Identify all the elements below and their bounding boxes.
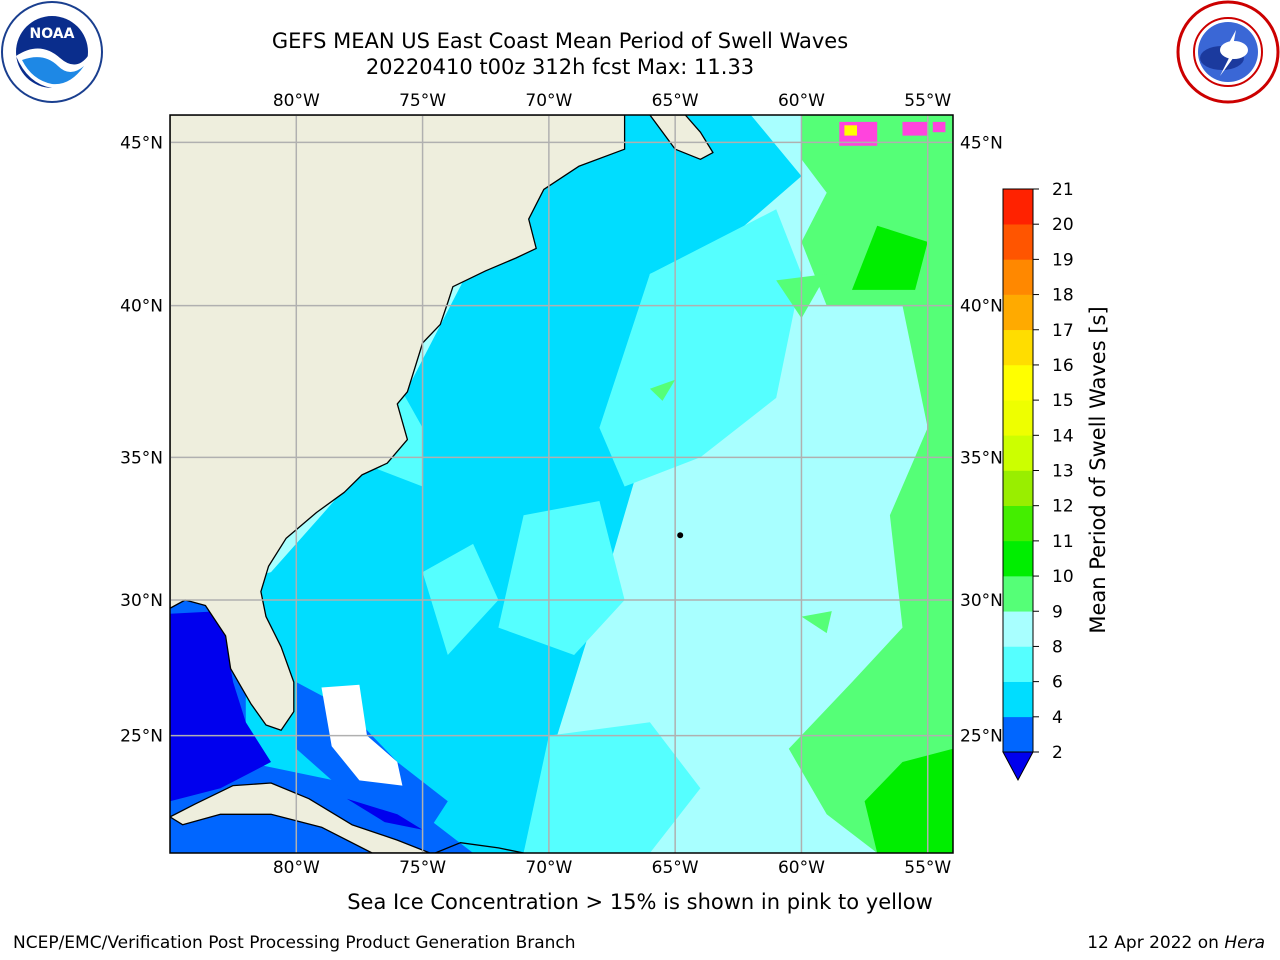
colorbar-tick-label: 6 <box>1052 673 1063 693</box>
credit-right: 12 Apr 2022 on Hera <box>1087 933 1265 953</box>
land-cuba <box>170 782 444 853</box>
field-patch-light_green <box>649 379 676 401</box>
lon-label-bottom: 80°W <box>273 858 320 878</box>
colorbar-tick-label: 14 <box>1052 426 1074 446</box>
field-patch-green <box>852 225 928 290</box>
colorbar-swatch <box>1003 435 1033 471</box>
map-frame <box>169 114 954 854</box>
colorbar-swatch <box>1003 259 1033 295</box>
noaa-logo-text: NOAA <box>30 26 75 42</box>
lon-label-top: 70°W <box>525 91 572 111</box>
field-patch-light_cyan <box>599 209 802 487</box>
chart-subtitle: 20220410 t00z 312h fcst Max: 11.33 <box>365 55 755 79</box>
colorbar-tick-label: 10 <box>1052 567 1074 587</box>
field-patch-blue_dark <box>346 798 423 830</box>
lat-label-right: 25°N <box>960 727 1003 747</box>
lon-label-bottom: 60°W <box>778 858 825 878</box>
lon-label-top: 60°W <box>778 91 825 111</box>
credit-machine: Hera <box>1224 933 1265 953</box>
field-patch-green <box>864 748 953 853</box>
colorbar-tick-label: 21 <box>1052 180 1074 200</box>
colorbar-swatch <box>1003 611 1033 647</box>
lat-label-left: 30°N <box>120 591 163 611</box>
field-patch-light_green <box>788 115 953 853</box>
colorbar-swatch <box>1003 329 1033 366</box>
credit-date: 12 Apr 2022 on <box>1087 933 1225 953</box>
lon-label-bottom: 65°W <box>652 858 699 878</box>
lon-label-top: 55°W <box>904 91 951 111</box>
land-masses <box>170 115 714 853</box>
colorbar-under-arrow <box>1002 751 1034 782</box>
credit-left: NCEP/EMC/Verification Post Processing Pr… <box>13 933 576 953</box>
colorbar-tick-label: 2 <box>1052 743 1063 763</box>
colorbar-title: Mean Period of Swell Waves [s] <box>1086 306 1110 633</box>
graticule <box>170 115 953 853</box>
lat-label-right: 45°N <box>960 133 1003 153</box>
lat-label-left: 25°N <box>120 727 163 747</box>
colorbar-swatch <box>1003 505 1033 542</box>
field-patch-blue_dark <box>170 611 271 802</box>
lat-label-left: 35°N <box>120 448 163 468</box>
field-patch-light_cyan <box>498 501 625 655</box>
map-area <box>170 115 953 853</box>
colorbar-tick-label: 16 <box>1052 356 1074 376</box>
field-patch-light_cyan <box>523 722 701 853</box>
lon-label-top: 65°W <box>652 91 699 111</box>
colorbar-tick-label: 20 <box>1052 215 1074 235</box>
colorbar-tick-label: 15 <box>1052 391 1074 411</box>
colorbar-swatch <box>1003 716 1033 753</box>
field-patch-ice_pink <box>932 121 946 133</box>
lat-label-right: 35°N <box>960 448 1003 468</box>
colorbar-swatch <box>1003 470 1033 506</box>
lat-label-right: 30°N <box>960 591 1003 611</box>
sea-ice-note: Sea Ice Concentration > 15% is shown in … <box>347 890 933 914</box>
chart-title: GEFS MEAN US East Coast Mean Period of S… <box>271 29 849 53</box>
colorbar-tick-label: 8 <box>1052 637 1063 657</box>
lon-label-bottom: 55°W <box>904 858 951 878</box>
colorbar-swatch <box>1003 294 1033 331</box>
land-hispaniola-coast <box>434 842 524 853</box>
colorbar-tick-label: 12 <box>1052 497 1074 517</box>
lat-label-left: 45°N <box>120 133 163 153</box>
colorbar-swatch <box>1003 576 1033 612</box>
colorbar-swatch <box>1003 224 1033 260</box>
colorbar-tick-label: 4 <box>1052 708 1063 728</box>
lat-label-left: 40°N <box>120 297 163 317</box>
field-patch-ice_yellow <box>844 125 857 136</box>
colorbar-tick-label: 13 <box>1052 462 1074 482</box>
lon-label-top: 75°W <box>399 91 446 111</box>
colorbar-tick-label: 11 <box>1052 532 1074 552</box>
colorbar: 2 4 6 8 9 10 11 12 13 14 15 16 17 18 19 20 21 Mean Period… <box>1002 180 1110 782</box>
colorbar-tick-label: 19 <box>1052 250 1074 270</box>
land-bermuda <box>677 532 684 539</box>
colorbar-swatch <box>1003 400 1033 436</box>
lon-label-bottom: 75°W <box>399 858 446 878</box>
field-patch-ice_pink <box>902 121 928 136</box>
colorbar-tick-label: 17 <box>1052 321 1074 341</box>
colorbar-tick-label: 9 <box>1052 602 1063 622</box>
colorbar-swatch <box>1003 364 1033 401</box>
colorbar-swatch <box>1003 646 1033 682</box>
colorbar-swatch <box>1003 189 1033 225</box>
colorbar-swatch <box>1003 681 1033 718</box>
colorbar-swatch <box>1003 540 1033 577</box>
nws-logo <box>1176 0 1280 104</box>
lat-label-right: 40°N <box>960 297 1003 317</box>
colorbar-tick-label: 18 <box>1052 286 1074 306</box>
lon-label-top: 80°W <box>273 91 320 111</box>
lon-label-bottom: 70°W <box>525 858 572 878</box>
land-us-east-coast <box>170 115 626 731</box>
noaa-logo: NOAA <box>1 1 103 103</box>
field-patch-light_green <box>801 611 832 634</box>
axis-labels: 80°W 80°W 75°W 75°W 70°W 70°W 65°W 65°W 60°W 60°W… <box>120 91 1003 878</box>
